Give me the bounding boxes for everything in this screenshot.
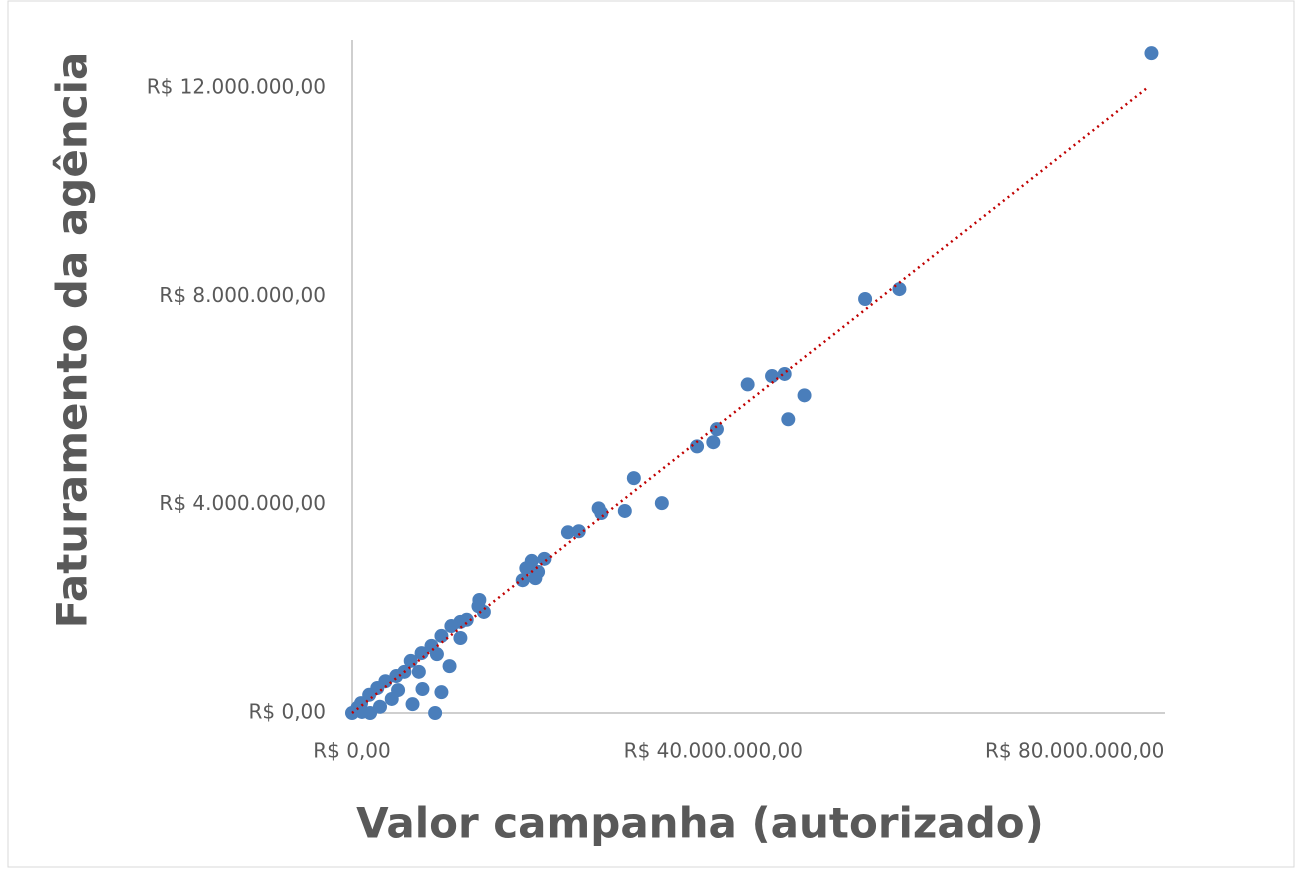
point xyxy=(384,691,399,706)
x-tick-label: R$ 80.000.000,00 xyxy=(985,739,1164,763)
point xyxy=(626,471,641,486)
y-axis-title: Faturamento da agência xyxy=(48,52,97,629)
point xyxy=(706,435,721,450)
point xyxy=(858,291,873,306)
point xyxy=(740,377,755,392)
point xyxy=(777,366,792,381)
point xyxy=(690,439,705,454)
point xyxy=(434,628,449,643)
point xyxy=(519,561,534,576)
point xyxy=(528,571,543,586)
point xyxy=(560,525,575,540)
point xyxy=(892,282,907,297)
point xyxy=(429,647,444,662)
x-tick-label: R$ 40.000.000,00 xyxy=(624,739,803,763)
point xyxy=(389,669,404,684)
y-tick-label: R$ 0,00 xyxy=(248,700,326,724)
point xyxy=(414,646,429,661)
point xyxy=(405,697,420,712)
point xyxy=(617,503,632,518)
point xyxy=(453,631,468,646)
point xyxy=(537,551,552,566)
y-tick-label: R$ 8.000.000,00 xyxy=(159,283,326,307)
point xyxy=(781,412,796,427)
point xyxy=(428,706,443,720)
point xyxy=(765,369,780,384)
point xyxy=(444,619,459,634)
point xyxy=(654,496,669,511)
x-tick-label: R$ 0,00 xyxy=(313,739,391,763)
point xyxy=(594,506,609,521)
point xyxy=(354,704,369,719)
point xyxy=(571,524,586,539)
point xyxy=(476,604,491,619)
point xyxy=(411,664,426,679)
point xyxy=(434,685,449,700)
y-tick-label: R$ 4.000.000,00 xyxy=(159,491,326,515)
point xyxy=(709,422,724,437)
trendline xyxy=(351,87,1148,714)
point xyxy=(797,388,812,403)
x-axis-title: Valor campanha (autorizado) xyxy=(356,799,1044,848)
point xyxy=(415,682,430,697)
point xyxy=(1144,46,1159,61)
point xyxy=(442,659,457,674)
y-tick-label: R$ 12.000.000,00 xyxy=(147,75,326,99)
chart-frame xyxy=(7,0,1295,868)
